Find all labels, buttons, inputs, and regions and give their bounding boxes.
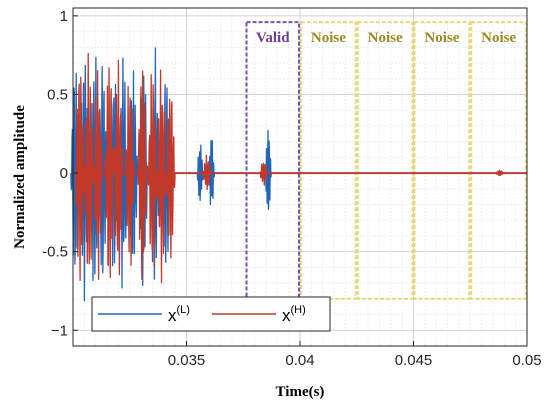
x-tick-label: 0.04: [285, 352, 314, 369]
burst-mark: [196, 144, 204, 202]
axis-ticks: 0.035 0.04 0.045 0.05 1 0.5 0 -0.5 −1: [42, 8, 541, 369]
burst-mark: [124, 85, 135, 266]
x-tick-label: 0.035: [168, 352, 206, 369]
burst-mark: [92, 70, 104, 281]
legend-box: [91, 296, 331, 332]
burst-mark: [259, 162, 269, 186]
region-label-valid: Valid: [256, 30, 290, 46]
legend: x(L) x(H): [91, 296, 331, 332]
region-box-noise: [300, 21, 357, 300]
burst-mark: [156, 69, 167, 284]
y-tick-label: −1: [51, 322, 68, 339]
region-label-noise: Noise: [368, 30, 403, 46]
burst-mark: [147, 74, 158, 267]
y-tick-label: 0.5: [47, 86, 68, 103]
region-box-noise: [356, 21, 414, 300]
burst-mark: [202, 154, 212, 191]
region-box-noise: [470, 21, 527, 300]
region-boxes: Valid Noise Noise Noise Noise: [245, 21, 527, 300]
burst-mark: [264, 129, 272, 210]
region-box-noise: [413, 21, 471, 300]
x-axis-title: Time(s): [276, 384, 325, 400]
burst-mark: [495, 169, 505, 177]
region-label-noise: Noise: [424, 30, 459, 46]
burst-mark: [104, 67, 115, 279]
x-tick-label: 0.05: [512, 352, 541, 369]
x-tick-label: 0.045: [395, 352, 433, 369]
region-label-noise: Noise: [311, 30, 346, 46]
series-group: [70, 47, 527, 302]
burst-mark: [74, 76, 85, 282]
burst-mark: [137, 70, 148, 280]
y-axis-title: Normalized amplitude: [12, 105, 28, 249]
y-tick-label: 0: [60, 165, 68, 182]
legend-label: x(H): [282, 304, 306, 325]
burst-mark: [83, 52, 95, 265]
region-label-noise: Noise: [481, 30, 516, 46]
y-tick-label: -0.5: [42, 244, 68, 261]
burst-mark: [165, 98, 176, 259]
burst-mark: [113, 59, 124, 276]
y-tick-label: 1: [60, 8, 68, 25]
legend-label: x(L): [168, 304, 190, 325]
